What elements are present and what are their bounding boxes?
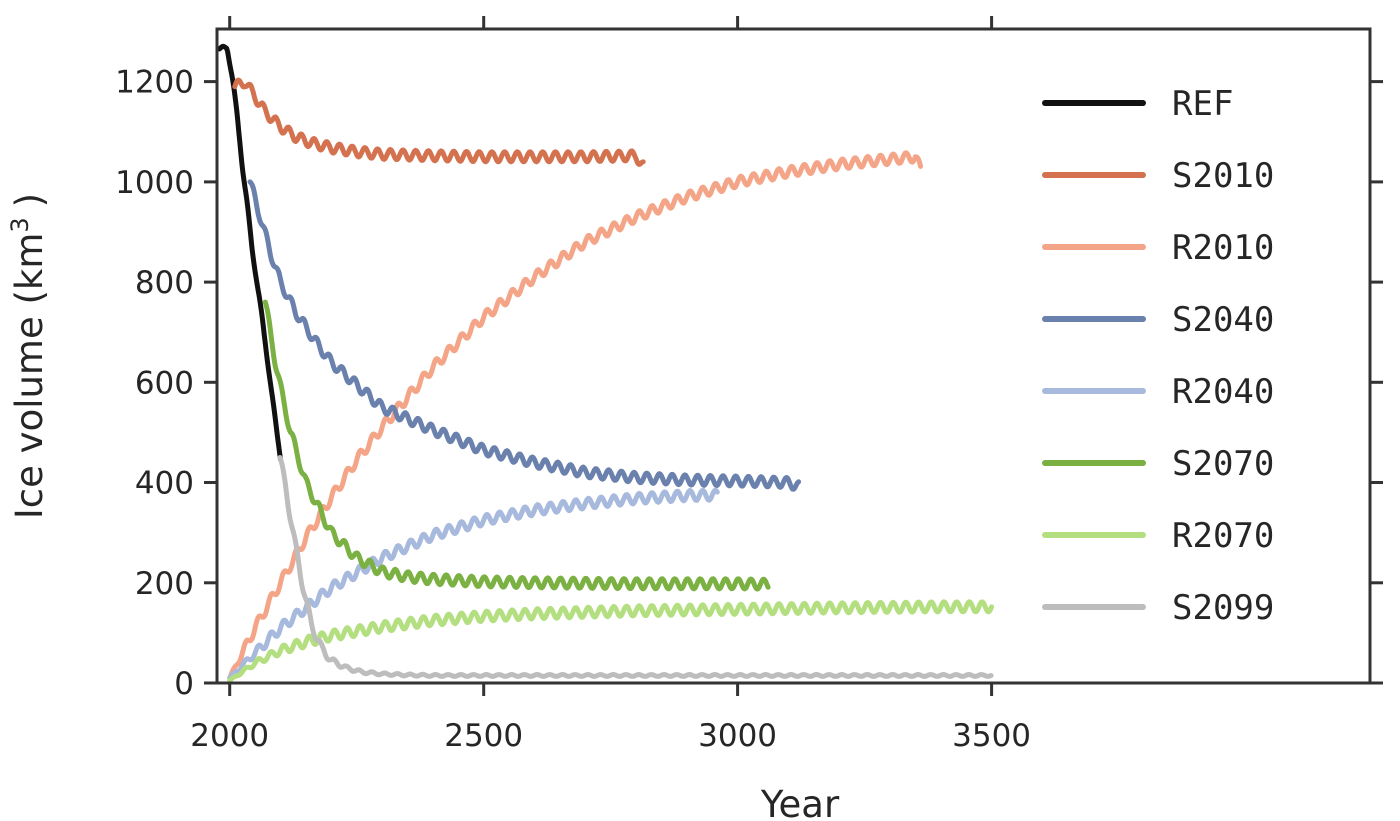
- y-tick-label: 0: [174, 666, 194, 702]
- y-tick-label: 600: [135, 365, 194, 401]
- series-line-s2099: [277, 455, 994, 679]
- y-tick-label: 1200: [115, 65, 194, 101]
- legend-label-s2099: S2099: [1172, 588, 1274, 628]
- series-line-r2010: [227, 150, 923, 681]
- series-line-s2070: [262, 299, 771, 592]
- series-lines: [217, 43, 995, 683]
- series-line-r2070: [227, 599, 995, 683]
- x-tick-label: 3500: [952, 718, 1031, 754]
- y-tick-label: 400: [135, 466, 194, 502]
- legend-label-r2070: R2070: [1172, 516, 1274, 556]
- legend-label-r2010: R2010: [1172, 228, 1274, 268]
- legend: REF S2010 R2010 S2040 R2040 S2070 R2070 S2099: [1042, 84, 1274, 628]
- tick-labels: 2000 2500 3000 3500 0 200 400 600 800 1000 1200: [115, 65, 1031, 754]
- axis-ticks: [204, 16, 1383, 696]
- series-line-s2040: [247, 179, 802, 492]
- legend-label-s2010: S2010: [1172, 156, 1274, 196]
- x-tick-label: 2500: [444, 718, 523, 754]
- y-axis-label-superscript: 3: [6, 217, 34, 232]
- y-axis-label-text: Ice volume (km: [8, 233, 51, 520]
- x-axis-label: Year: [760, 783, 840, 821]
- y-axis-label: Ice volume (km3): [6, 193, 51, 519]
- y-tick-label: 800: [135, 265, 194, 301]
- legend-label-ref: REF: [1172, 84, 1233, 124]
- plot-frame: [215, 27, 1372, 685]
- series-line-r2040: [227, 487, 720, 681]
- y-tick-label: 200: [135, 566, 194, 602]
- legend-label-s2040: S2040: [1172, 300, 1274, 340]
- legend-label-s2070: S2070: [1172, 444, 1274, 484]
- legend-label-r2040: R2040: [1172, 372, 1274, 412]
- x-tick-label: 2000: [190, 718, 269, 754]
- y-axis-label-close: ): [8, 193, 51, 207]
- series-line-s2010: [232, 77, 646, 167]
- y-tick-label: 1000: [115, 165, 194, 201]
- x-tick-label: 3000: [698, 718, 777, 754]
- series-line-ref: [217, 43, 283, 462]
